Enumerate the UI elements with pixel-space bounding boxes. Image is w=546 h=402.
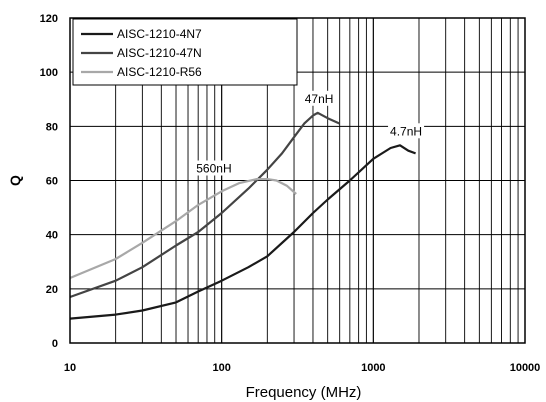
annotation-bg	[194, 160, 234, 176]
curve-annotation: 47nH	[305, 92, 334, 106]
x-axis: 10 100 1000 10000	[64, 362, 540, 374]
x-tick-label: 10000	[510, 362, 541, 374]
y-axis: 0 20 40 60 80 100 120	[40, 13, 58, 350]
y-axis-label: Q	[7, 175, 23, 186]
x-axis-label: Frequency (MHz)	[246, 384, 362, 401]
annotation-bg	[388, 123, 425, 139]
x-tick-label: 1000	[361, 362, 385, 374]
y-tick-label: 20	[46, 284, 58, 296]
series-line-1	[69, 111, 341, 299]
y-tick-label: 120	[40, 13, 58, 25]
y-tick-label: 100	[40, 67, 58, 79]
y-tick-label: 40	[46, 230, 58, 242]
series-line-0	[69, 144, 416, 320]
legend-entry: AISC-1210-47N	[117, 46, 202, 60]
annotation-bg	[302, 90, 336, 106]
legend: AISC-1210-4N7 AISC-1210-47N AISC-1210-R56	[72, 18, 298, 86]
x-tick-label: 100	[212, 362, 230, 374]
y-tick-label: 0	[52, 338, 58, 350]
series-line-2	[69, 178, 297, 280]
x-tick-label: 10	[64, 362, 76, 374]
y-tick-label: 60	[46, 176, 58, 188]
legend-entry: AISC-1210-4N7	[117, 27, 202, 41]
y-tick-label: 80	[46, 121, 58, 133]
curve-annotation: 4.7nH	[390, 124, 422, 138]
curve-annotation: 560nH	[196, 162, 231, 176]
annotations: 4.7nH 47nH 560nH	[194, 90, 425, 176]
plot-frame	[69, 17, 526, 344]
legend-entry: AISC-1210-R56	[117, 65, 202, 79]
series-layer	[69, 111, 416, 320]
